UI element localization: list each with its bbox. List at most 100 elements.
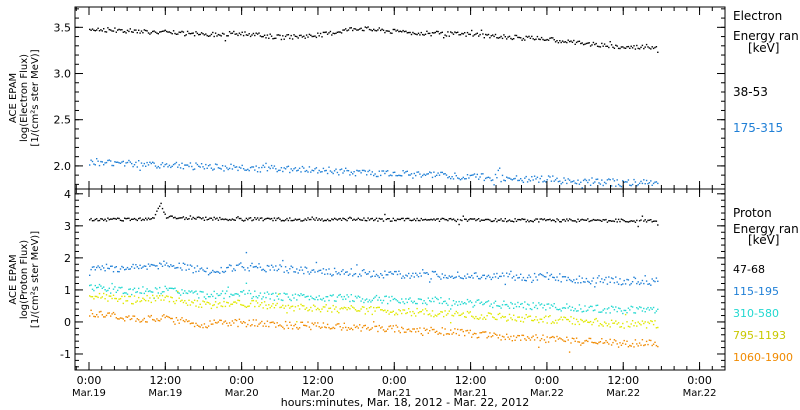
data-point <box>415 219 417 222</box>
legend-entry: 795-1193 <box>733 329 786 342</box>
x-tick-time: 0:00 <box>535 374 560 387</box>
data-point <box>598 275 600 277</box>
data-point <box>508 177 511 179</box>
data-point <box>331 295 333 297</box>
data-point <box>398 30 400 33</box>
data-point <box>356 310 358 312</box>
data-point <box>552 305 554 307</box>
data-point <box>623 327 625 329</box>
data-point <box>501 335 504 338</box>
data-point <box>305 295 308 298</box>
data-point <box>165 295 168 297</box>
data-point <box>321 36 323 38</box>
data-point <box>381 326 383 328</box>
data-point <box>230 219 232 221</box>
data-point <box>359 170 361 172</box>
data-point <box>507 305 509 307</box>
data-point <box>168 316 171 319</box>
data-point <box>480 29 483 31</box>
data-point <box>531 35 533 38</box>
data-point <box>638 306 641 308</box>
data-point <box>343 29 345 31</box>
legend-title: [keV] <box>748 233 779 247</box>
y-tick-label: 2.5 <box>54 114 72 127</box>
data-point <box>461 301 463 303</box>
data-point <box>105 161 108 164</box>
data-point <box>199 217 201 219</box>
data-point <box>652 306 655 309</box>
data-point <box>455 175 457 177</box>
data-point <box>513 275 515 278</box>
data-point <box>338 323 340 325</box>
data-point <box>276 302 278 305</box>
data-point <box>408 31 410 34</box>
data-point <box>613 180 616 182</box>
data-point <box>321 308 323 310</box>
data-point <box>269 321 271 324</box>
data-point <box>457 177 459 179</box>
data-point <box>417 312 420 314</box>
data-point <box>608 276 610 278</box>
data-point <box>563 177 565 179</box>
data-point <box>213 216 215 219</box>
data-point <box>170 32 172 34</box>
data-point <box>98 219 101 222</box>
data-point <box>521 302 523 305</box>
data-point <box>500 307 502 309</box>
data-point <box>630 45 632 47</box>
data-point <box>231 320 234 322</box>
data-point <box>473 272 476 274</box>
data-point <box>629 284 631 286</box>
data-point <box>637 281 639 283</box>
data-point <box>103 292 105 295</box>
data-point <box>352 275 354 277</box>
data-point <box>270 293 273 295</box>
data-point <box>444 173 446 175</box>
data-point <box>546 179 548 181</box>
data-point <box>149 265 151 267</box>
data-point <box>329 328 332 330</box>
data-point <box>504 283 506 286</box>
data-point <box>427 297 429 299</box>
data-point <box>160 318 162 320</box>
data-point <box>149 218 151 221</box>
data-point <box>367 301 369 303</box>
data-point <box>650 48 652 50</box>
data-point <box>114 161 116 163</box>
data-point <box>515 336 518 339</box>
data-point <box>389 174 392 176</box>
data-point <box>89 284 91 287</box>
data-point <box>279 169 281 171</box>
x-tick-date: Mar.22 <box>530 388 564 399</box>
data-point <box>277 325 280 327</box>
data-point <box>371 30 373 32</box>
data-point <box>228 264 231 266</box>
data-point <box>485 33 487 36</box>
data-point <box>560 310 562 312</box>
data-point <box>152 217 154 219</box>
data-point <box>308 166 311 168</box>
data-point <box>189 215 192 217</box>
data-point <box>469 329 471 332</box>
data-point <box>545 181 547 183</box>
data-point <box>360 300 362 302</box>
data-point <box>606 45 609 47</box>
data-point <box>342 327 344 329</box>
data-point <box>199 33 201 36</box>
data-point <box>622 46 624 48</box>
data-point <box>406 275 408 277</box>
data-point <box>451 32 453 34</box>
data-point <box>224 270 227 273</box>
data-point <box>546 272 548 274</box>
data-point <box>124 217 126 219</box>
data-point <box>465 330 467 332</box>
data-point <box>613 322 616 324</box>
data-point <box>290 305 292 308</box>
data-point <box>422 334 424 336</box>
data-point <box>546 336 548 338</box>
data-point <box>119 219 122 221</box>
data-point <box>431 270 434 273</box>
data-point <box>391 327 393 330</box>
data-point <box>406 32 408 34</box>
